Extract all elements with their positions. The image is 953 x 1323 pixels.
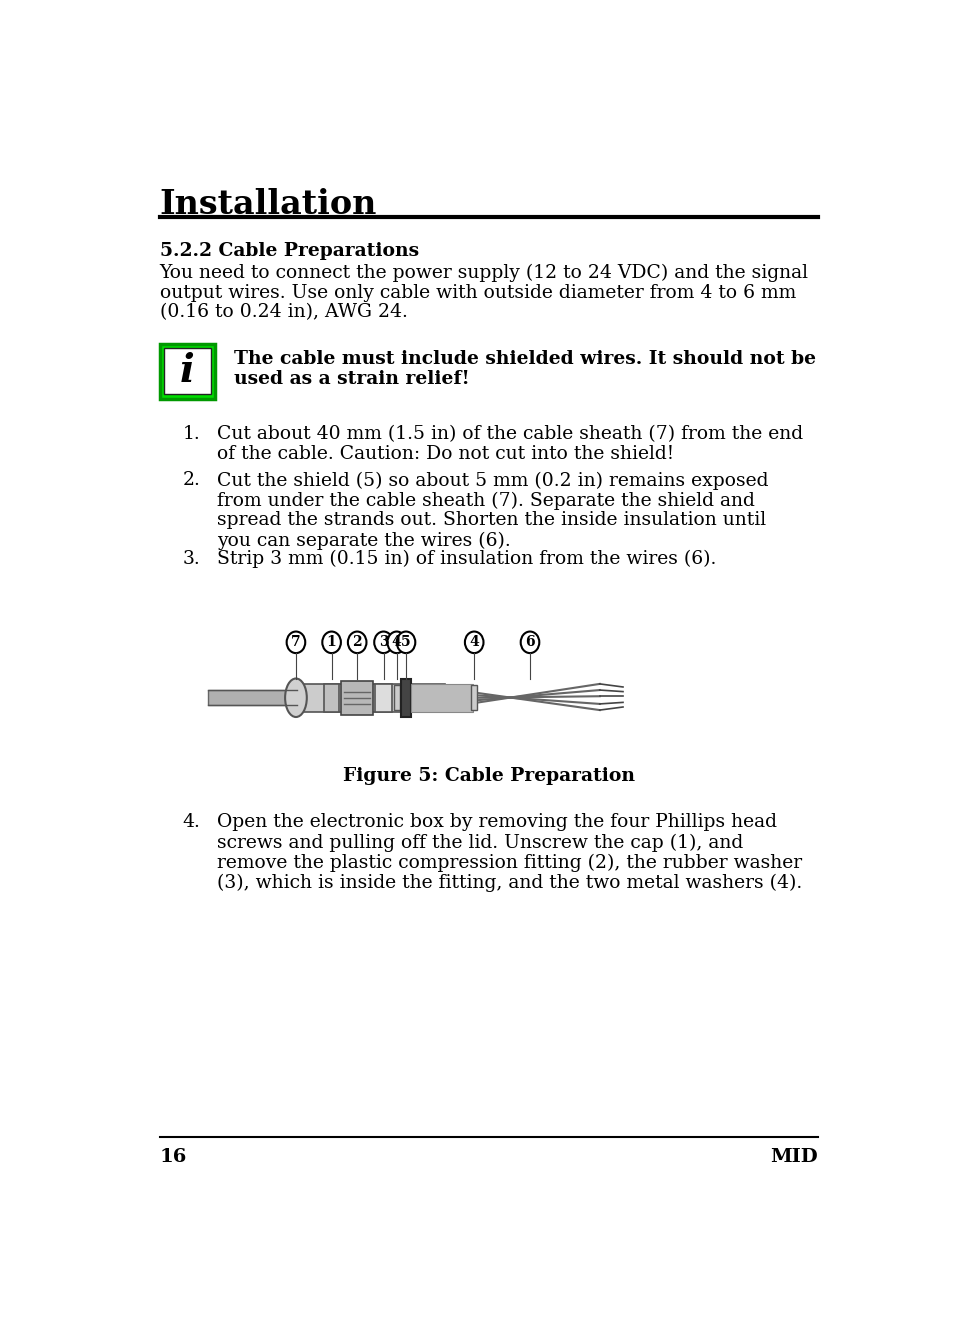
Ellipse shape xyxy=(322,631,340,654)
Text: Cut about 40 mm (1.5 in) of the cable sheath (7) from the end: Cut about 40 mm (1.5 in) of the cable sh… xyxy=(216,425,802,443)
Text: 7: 7 xyxy=(291,635,300,650)
Ellipse shape xyxy=(396,631,415,654)
FancyBboxPatch shape xyxy=(164,348,211,394)
Text: used as a strain relief!: used as a strain relief! xyxy=(233,369,469,388)
Text: 3: 3 xyxy=(378,635,388,650)
Text: remove the plastic compression fitting (2), the rubber washer: remove the plastic compression fitting (… xyxy=(216,853,801,872)
FancyBboxPatch shape xyxy=(394,685,399,710)
FancyBboxPatch shape xyxy=(159,344,215,400)
Text: screws and pulling off the lid. Unscrew the cap (1), and: screws and pulling off the lid. Unscrew … xyxy=(216,833,742,852)
Ellipse shape xyxy=(387,631,406,654)
Text: 2: 2 xyxy=(352,635,361,650)
Text: (3), which is inside the fitting, and the two metal washers (4).: (3), which is inside the fitting, and th… xyxy=(216,873,801,892)
FancyBboxPatch shape xyxy=(323,684,339,712)
Text: from under the cable sheath (7). Separate the shield and: from under the cable sheath (7). Separat… xyxy=(216,491,754,509)
FancyBboxPatch shape xyxy=(471,685,476,710)
Text: You need to connect the power supply (12 to 24 VDC) and the signal: You need to connect the power supply (12… xyxy=(159,263,808,282)
Text: output wires. Use only cable with outside diameter from 4 to 6 mm: output wires. Use only cable with outsid… xyxy=(159,283,795,302)
FancyBboxPatch shape xyxy=(340,681,373,714)
FancyBboxPatch shape xyxy=(401,679,410,717)
Text: Cut the shield (5) so about 5 mm (0.2 in) remains exposed: Cut the shield (5) so about 5 mm (0.2 in… xyxy=(216,471,767,490)
Text: 5: 5 xyxy=(401,635,411,650)
Ellipse shape xyxy=(464,631,483,654)
Ellipse shape xyxy=(348,631,366,654)
Text: Figure 5: Cable Preparation: Figure 5: Cable Preparation xyxy=(342,767,635,785)
Text: 6: 6 xyxy=(525,635,535,650)
Ellipse shape xyxy=(374,631,393,654)
Text: Strip 3 mm (0.15 in) of insulation from the wires (6).: Strip 3 mm (0.15 in) of insulation from … xyxy=(216,550,716,568)
Ellipse shape xyxy=(520,631,538,654)
Text: Open the electronic box by removing the four Phillips head: Open the electronic box by removing the … xyxy=(216,814,776,831)
Text: 2.: 2. xyxy=(183,471,200,490)
Ellipse shape xyxy=(286,631,305,654)
Text: MID: MID xyxy=(770,1148,818,1166)
Text: i: i xyxy=(180,352,194,390)
Text: 5.2.2 Cable Preparations: 5.2.2 Cable Preparations xyxy=(159,242,418,259)
Text: 4: 4 xyxy=(469,635,478,650)
FancyBboxPatch shape xyxy=(410,684,472,712)
Text: 4.: 4. xyxy=(183,814,200,831)
Ellipse shape xyxy=(285,679,307,717)
FancyBboxPatch shape xyxy=(297,684,444,712)
Text: 1: 1 xyxy=(326,635,336,650)
Text: 16: 16 xyxy=(159,1148,187,1166)
Text: Installation: Installation xyxy=(159,188,376,221)
Text: 3.: 3. xyxy=(183,550,200,568)
Text: 4: 4 xyxy=(392,635,401,650)
FancyBboxPatch shape xyxy=(208,691,297,705)
Text: spread the strands out. Shorten the inside insulation until: spread the strands out. Shorten the insi… xyxy=(216,512,765,529)
Text: The cable must include shielded wires. It should not be: The cable must include shielded wires. I… xyxy=(233,349,815,368)
Text: 1.: 1. xyxy=(183,425,200,443)
Text: (0.16 to 0.24 in), AWG 24.: (0.16 to 0.24 in), AWG 24. xyxy=(159,303,407,321)
Text: you can separate the wires (6).: you can separate the wires (6). xyxy=(216,532,510,549)
Text: of the cable. Caution: Do not cut into the shield!: of the cable. Caution: Do not cut into t… xyxy=(216,446,674,463)
FancyBboxPatch shape xyxy=(375,684,392,712)
